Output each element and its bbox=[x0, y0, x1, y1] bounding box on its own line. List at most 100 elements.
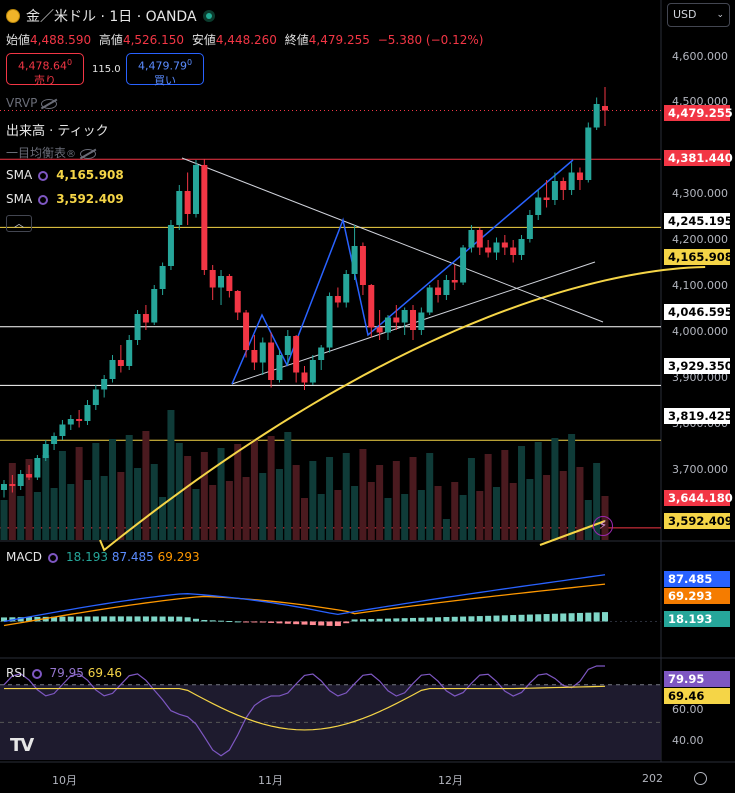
candle-body bbox=[251, 350, 258, 363]
volume-bar bbox=[351, 486, 359, 540]
volume-bar bbox=[267, 436, 275, 540]
settings-gear-icon[interactable] bbox=[694, 772, 707, 785]
vrvp-legend[interactable]: VRVP bbox=[6, 96, 58, 110]
volume-bar bbox=[442, 519, 450, 540]
macd-hist-bar bbox=[426, 617, 433, 622]
macd-hist-bar bbox=[151, 616, 158, 622]
macd-hist-bar bbox=[201, 619, 208, 622]
candle-body bbox=[568, 172, 575, 190]
macd-hist-bar bbox=[109, 616, 116, 622]
vrvp-label: VRVP bbox=[6, 96, 38, 110]
volume-bar bbox=[476, 491, 484, 540]
lightning-icon[interactable]: ⚡ bbox=[593, 516, 613, 536]
change-value: −5.380 (−0.12%) bbox=[377, 33, 484, 47]
symbol-title-text: 金／米ドル · 1日 · OANDA bbox=[26, 9, 197, 25]
ichimoku-label: 一目均衡表 bbox=[6, 146, 67, 160]
volume-bar bbox=[501, 450, 509, 540]
rsi-legend[interactable]: RSI 79.95 69.46 bbox=[6, 666, 122, 680]
macd-hist-bar bbox=[42, 616, 49, 622]
sma2-value: 3,592.409 bbox=[56, 192, 124, 206]
macd-hist-bar bbox=[568, 613, 575, 622]
candle-body bbox=[67, 419, 74, 425]
candle-body bbox=[485, 247, 492, 253]
sma-legend-2[interactable]: SMA 3,592.409 bbox=[6, 192, 124, 206]
close-value: 4,479.255 bbox=[308, 33, 370, 47]
candle-body bbox=[268, 342, 275, 380]
candle-body bbox=[142, 314, 149, 323]
macd-hist-bar bbox=[460, 616, 467, 622]
macd-hist-bar bbox=[226, 621, 233, 623]
macd-hist-bar bbox=[301, 621, 308, 625]
volume-bar bbox=[292, 465, 300, 540]
candle-body bbox=[551, 181, 558, 200]
sell-button[interactable]: 4,478.640 売り bbox=[6, 53, 84, 87]
volume-bar bbox=[42, 455, 50, 540]
macd-hist-bar bbox=[293, 621, 300, 625]
collapse-legend-button[interactable]: ︿ bbox=[6, 215, 32, 232]
macd-legend[interactable]: MACD 18.193 87.485 69.293 bbox=[6, 550, 200, 564]
sell-price: 4,478.64 bbox=[17, 59, 67, 73]
volume-bar bbox=[401, 494, 409, 540]
price-axis-label: 4,200.000 bbox=[672, 233, 728, 246]
volume-legend[interactable]: 出来高 · ティック bbox=[6, 124, 109, 139]
ichimoku-legend[interactable]: 一目均衡表® bbox=[6, 144, 97, 161]
ichimoku-suffix: ® bbox=[66, 149, 77, 160]
macd-hist-bar bbox=[34, 616, 41, 622]
macd-hist-bar bbox=[535, 614, 542, 622]
candle-body bbox=[117, 360, 124, 366]
macd-hist-bar bbox=[159, 616, 166, 622]
macd-signal-line bbox=[3, 583, 606, 627]
candle-body bbox=[209, 270, 216, 288]
price-tag: 4,165.908 bbox=[664, 249, 733, 265]
price-tag: 4,245.195 bbox=[664, 213, 733, 229]
candle-body bbox=[576, 172, 583, 180]
hidden-eye-icon[interactable] bbox=[80, 148, 97, 159]
volume-bar bbox=[384, 498, 392, 540]
volume-bar bbox=[134, 468, 142, 540]
volume-bar bbox=[92, 443, 100, 540]
volume-bar bbox=[467, 458, 475, 540]
volume-bar bbox=[225, 481, 233, 540]
candle-body bbox=[51, 436, 58, 444]
rsi-ma-line bbox=[4, 685, 606, 731]
sma-long-line bbox=[99, 266, 706, 552]
currency-value: USD bbox=[673, 8, 697, 21]
hidden-eye-icon[interactable] bbox=[41, 98, 58, 109]
buy-button[interactable]: 4,479.790 買い bbox=[126, 53, 204, 87]
volume-bar bbox=[484, 454, 492, 540]
candle-body bbox=[543, 197, 550, 200]
pattern-line bbox=[231, 159, 574, 385]
volume-bar bbox=[526, 479, 534, 540]
rsi-value: 79.95 bbox=[49, 666, 84, 680]
chevron-down-icon: ⌄ bbox=[716, 10, 724, 20]
time-axis-label: 10月 bbox=[52, 774, 77, 787]
macd-hist-bar bbox=[351, 619, 358, 622]
macd-hist-bar bbox=[234, 621, 241, 623]
symbol-title[interactable]: 金／米ドル · 1日 · OANDA bbox=[6, 6, 215, 26]
tradingview-logo-icon[interactable]: TV bbox=[10, 735, 34, 756]
sma-legend-1[interactable]: SMA 4,165.908 bbox=[6, 168, 124, 182]
indicator-loop-icon bbox=[38, 194, 49, 205]
volume-bar bbox=[434, 486, 442, 540]
macd-hist-bar bbox=[17, 617, 24, 622]
candle-body bbox=[593, 104, 600, 128]
currency-select[interactable]: USD ⌄ bbox=[667, 3, 730, 27]
indicator-loop-icon bbox=[38, 170, 49, 181]
rsi-label: RSI bbox=[6, 666, 26, 680]
macd-hist-bar bbox=[518, 614, 525, 622]
macd-hist-bar bbox=[326, 621, 333, 626]
macd-hist-bar bbox=[318, 621, 325, 626]
volume-bar bbox=[275, 469, 283, 540]
price-axis-label: 4,500.000 bbox=[672, 95, 728, 108]
macd-hist-bar bbox=[343, 621, 350, 624]
candle-body bbox=[476, 230, 483, 248]
volume-bar bbox=[0, 500, 8, 540]
volume-bar bbox=[167, 410, 175, 540]
volume-bar bbox=[518, 446, 526, 540]
macd-hist-bar bbox=[334, 621, 341, 626]
indicator-loop-icon bbox=[47, 552, 58, 563]
sma1-value: 4,165.908 bbox=[56, 168, 124, 182]
candle-body bbox=[518, 239, 525, 255]
volume-bar bbox=[593, 463, 601, 540]
